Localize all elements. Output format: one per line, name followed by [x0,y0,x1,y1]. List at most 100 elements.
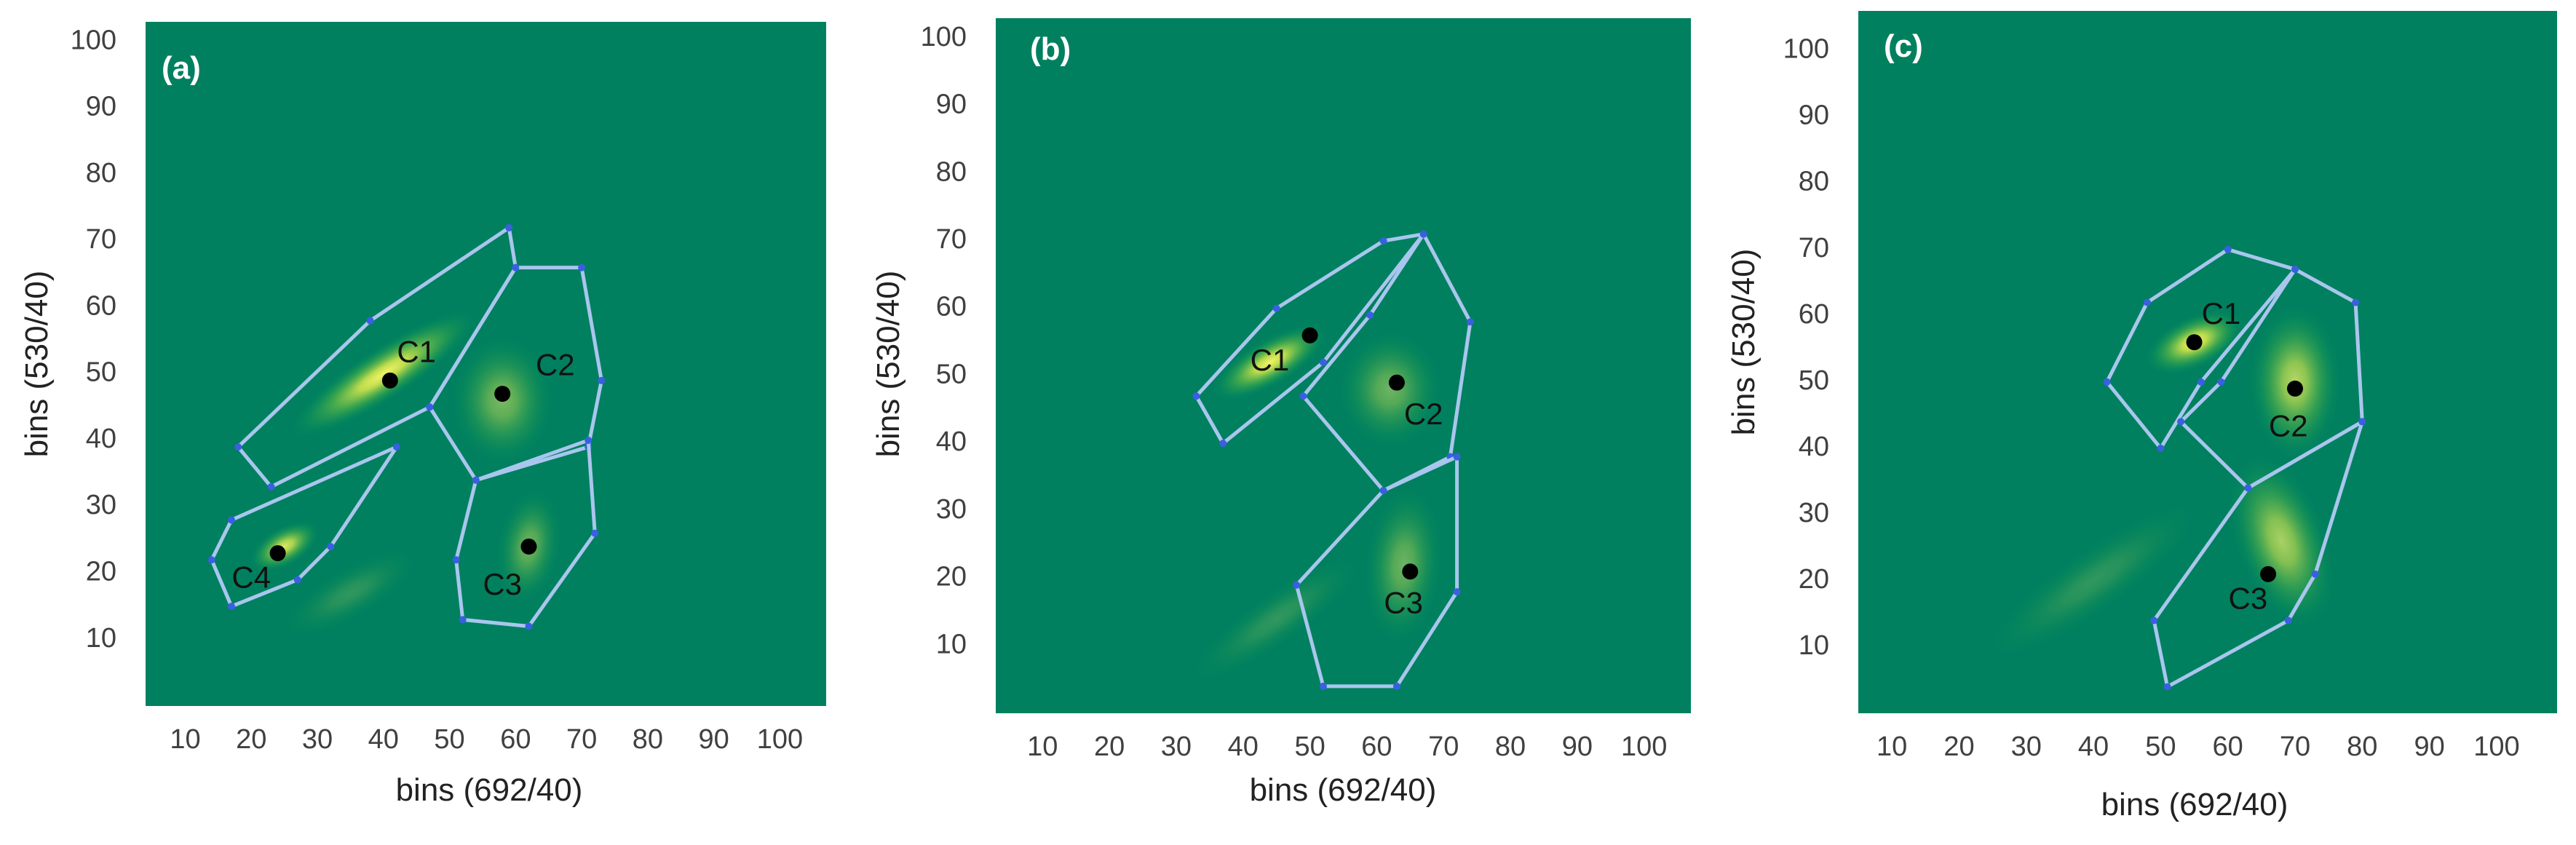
gate-vertex[interactable] [1366,311,1374,319]
x-tick-label: 60 [500,724,531,755]
x-tick-label: 40 [2078,731,2109,762]
gate-vertex[interactable] [452,556,460,564]
x-tick-label: 70 [1428,731,1459,762]
gate-vertex[interactable] [2352,298,2360,306]
gate-vertex[interactable] [1319,682,1327,690]
gate-vertex[interactable] [1299,392,1307,400]
density-blob [1187,553,1366,684]
gate-vertex[interactable] [366,317,374,325]
gate-vertex[interactable] [505,223,513,231]
gate-vertex[interactable] [2177,418,2185,426]
gate-vertex[interactable] [2217,378,2225,386]
gate-vertex[interactable] [392,443,400,451]
gate-vertex[interactable] [1392,682,1400,690]
x-tick-label: 10 [1027,731,1058,762]
gate-vertex[interactable] [2197,378,2205,386]
y-tick-label: 90 [86,92,116,122]
cluster-centroid [2287,380,2303,397]
x-tick-label: 60 [2213,731,2243,762]
cluster-centroid [1301,327,1318,344]
y-tick-label: 30 [1799,498,1829,528]
x-tick-label: 50 [434,724,464,755]
gate-vertex[interactable] [1419,230,1427,238]
cluster-label: C4 [231,560,271,595]
y-tick-label: 60 [936,292,967,322]
gate-vertex[interactable] [591,529,599,537]
density-blob [1363,484,1444,646]
cluster-label: C3 [2229,581,2268,615]
gate-vertex[interactable] [584,436,593,444]
gate-vertex[interactable] [598,376,606,384]
gate-vertex[interactable] [512,263,520,271]
x-tick-label: 30 [302,724,333,755]
gate-vertex[interactable] [1379,487,1387,495]
gate-vertex[interactable] [2157,444,2165,452]
x-tick-label: 30 [2011,731,2042,762]
gate-vertex[interactable] [228,603,236,611]
y-axis-label: bins (530/40) [19,271,55,458]
gate-vertex[interactable] [234,443,242,451]
x-tick-label: 10 [1876,731,1907,762]
x-tick-label: 100 [1621,731,1667,762]
gate-vertex[interactable] [2284,616,2292,624]
gate-vertex[interactable] [525,622,533,630]
gate-vertex[interactable] [1319,358,1327,366]
gate-vertex[interactable] [1453,588,1461,596]
y-tick-label: 10 [86,623,116,654]
density-blob [1981,499,2206,663]
gate-vertex[interactable] [1453,453,1461,461]
gate-vertex[interactable] [578,263,586,271]
x-tick-label: 20 [1094,731,1125,762]
x-axis-label: bins (692/40) [396,772,583,808]
gate-vertex[interactable] [1192,392,1200,400]
gate-layer: C1 C2 C3 [1192,230,1474,690]
density-blob [288,309,479,440]
gate-vertex[interactable] [228,516,236,524]
y-tick-label: 40 [936,427,967,457]
x-tick-label: 70 [566,724,597,755]
gate-vertex[interactable] [1293,581,1301,589]
cluster-label: C1 [2202,296,2241,330]
gate-vertex[interactable] [2291,266,2299,274]
gate-vertex[interactable] [2103,378,2111,386]
y-tick-label: 90 [1799,100,1829,131]
gate-vertex[interactable] [1466,318,1474,326]
y-axis-label: bins (530/40) [1726,249,1761,436]
x-tick-label: 50 [2145,731,2176,762]
gate-vertex[interactable] [267,483,275,491]
gate-vertex[interactable] [2358,418,2366,426]
gate-vertex[interactable] [2224,245,2232,253]
panel-a: C1 C2 C3 C4 10 20 30 40 50 60 70 80 90 100 10 20 30 40 5… [19,22,826,808]
density-blob [1336,328,1444,451]
panel-c: C1 C2 C3 10 20 30 40 50 60 70 80 90 100 10 20 30 40 50 6… [1726,11,2557,822]
gate-vertex[interactable] [1272,304,1280,312]
cluster-label: C1 [397,334,436,368]
cluster-centroid [381,372,398,389]
y-tick-label: 100 [921,22,967,52]
x-tick-label: 80 [633,724,663,755]
gate-vertex[interactable] [426,403,434,411]
cluster-label: C2 [536,348,575,382]
gate-vertex[interactable] [1379,237,1387,245]
gate-vertex[interactable] [2311,570,2319,578]
gate-vertex[interactable] [2163,683,2171,691]
gate-vertex[interactable] [459,616,467,624]
density-blob [1210,323,1329,402]
gate-vertex[interactable] [2244,484,2252,492]
gate-vertex[interactable] [327,542,335,550]
gate-vertex[interactable] [1219,440,1227,448]
x-tick-label: 50 [1294,731,1325,762]
gate-vertex[interactable] [2143,298,2151,306]
y-tick-label: 70 [936,224,967,255]
x-tick-labels: 10 20 30 40 50 60 70 80 90 100 [1027,731,1667,762]
gate-vertex[interactable] [293,576,301,584]
x-tick-label: 100 [757,724,803,755]
gate-vertex[interactable] [2150,616,2158,624]
gate-vertex[interactable] [207,556,215,564]
cluster-centroid [1388,374,1405,391]
gate-vertex[interactable] [472,476,480,484]
cluster-centroid [269,545,286,562]
x-tick-label: 70 [2280,731,2310,762]
x-tick-labels: 10 20 30 40 50 60 70 80 90 100 [170,724,803,755]
